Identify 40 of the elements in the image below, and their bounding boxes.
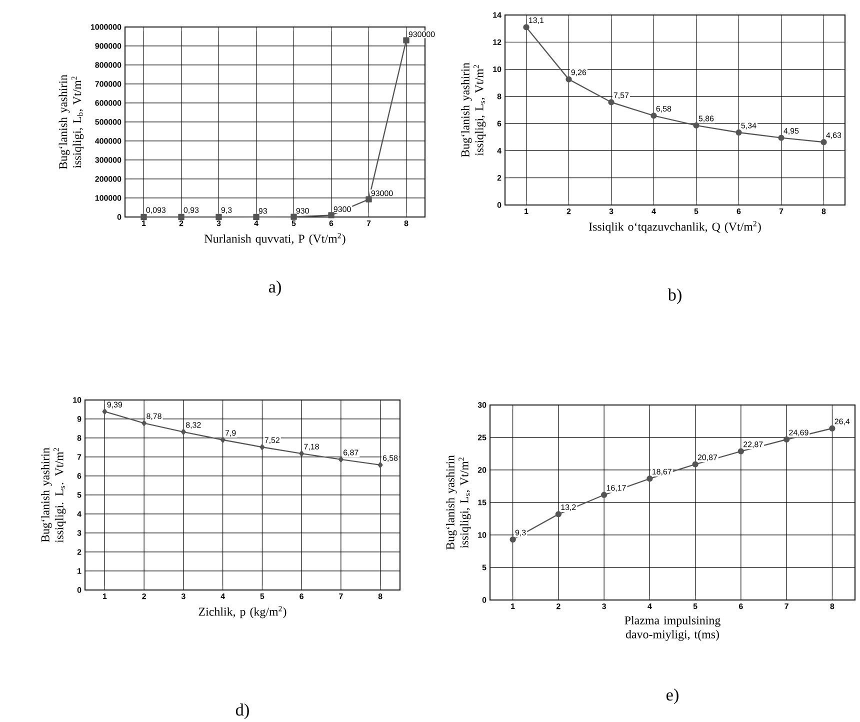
- point: [180, 428, 186, 435]
- point: [260, 444, 265, 450]
- x-axis-title: Zichlik, p (kg/m$^{2}$): [198, 606, 286, 618]
- point: [778, 134, 784, 141]
- x-axis-title: Issiqlik o‘tqazuvchanlik, Q (Vt/m$^{2}$): [589, 220, 761, 234]
- point: [216, 214, 222, 220]
- point: [693, 122, 700, 129]
- point: [403, 37, 410, 44]
- point: [142, 420, 147, 426]
- text: a): [268, 280, 281, 296]
- point: [140, 214, 147, 220]
- point: [178, 214, 184, 220]
- text: d): [236, 703, 249, 720]
- point: [102, 408, 108, 415]
- point: [608, 99, 614, 106]
- x-axis-title: Nurlanish quvvati, P (Vt/m$^{2}$): [204, 232, 346, 246]
- point: [290, 214, 297, 220]
- point: [566, 76, 572, 82]
- point: [783, 436, 790, 443]
- point: [820, 139, 827, 146]
- x-axis-title: Plazma impulsining davo-miyligi, t(ms): [624, 616, 720, 641]
- point: [600, 492, 608, 498]
- point: [736, 129, 742, 136]
- point: [738, 448, 744, 454]
- point: [646, 476, 653, 482]
- point: [523, 24, 530, 30]
- point: [366, 196, 372, 202]
- point: [338, 456, 344, 463]
- point: [692, 461, 698, 468]
- text: b): [668, 288, 682, 304]
- point: [253, 214, 260, 220]
- point: [378, 462, 383, 468]
- point: [650, 112, 657, 119]
- point: [510, 536, 516, 543]
- point: [220, 436, 226, 443]
- point: [829, 425, 836, 432]
- point: [555, 511, 562, 518]
- point: [299, 450, 304, 457]
- point: [328, 212, 334, 218]
- text: e): [666, 688, 678, 704]
